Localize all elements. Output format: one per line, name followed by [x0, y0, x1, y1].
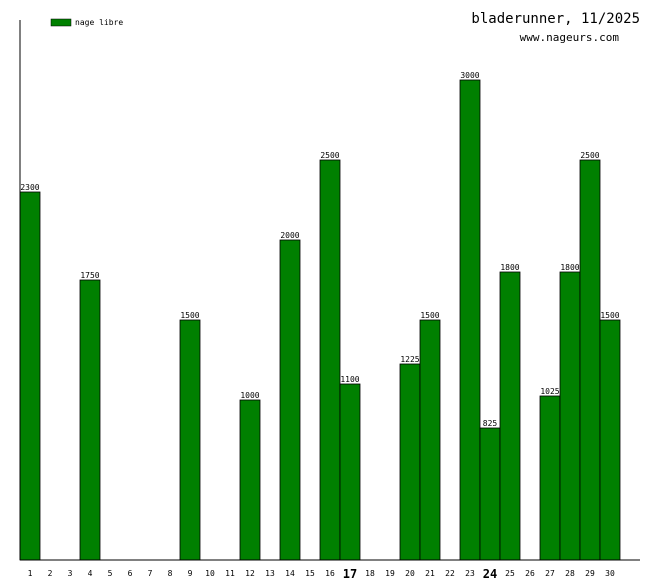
x-tick-label-25: 25	[505, 569, 515, 578]
legend-swatch	[50, 18, 72, 27]
value-label-day-27: 1025	[540, 387, 559, 396]
x-tick-label-6: 6	[128, 569, 133, 578]
value-label-day-28: 1800	[560, 263, 579, 272]
site-url: www.nageurs.com	[520, 31, 620, 44]
value-label-day-16: 2500	[320, 151, 339, 160]
value-label-day-4: 1750	[80, 271, 99, 280]
bar-day-20	[399, 363, 421, 561]
x-tick-label-22: 22	[445, 569, 455, 578]
bars-group	[19, 79, 621, 561]
bar-day-25	[499, 271, 521, 561]
x-tick-label-16: 16	[325, 569, 335, 578]
value-label-day-20: 1225	[400, 355, 419, 364]
x-tick-labels-group: 1 2 3 4 5 6 7 8 9 10 11 12 13 14 15 16 17 18 19 20 21 22 23 24 2…	[28, 567, 615, 580]
bar-day-14	[279, 239, 301, 561]
x-tick-label-12: 12	[245, 569, 255, 578]
bar-day-1	[19, 191, 41, 561]
value-label-day-29: 2500	[580, 151, 599, 160]
bar-day-30	[599, 319, 621, 561]
bar-day-24	[479, 427, 501, 561]
bar-day-4	[79, 279, 101, 561]
x-tick-label-27: 27	[545, 569, 555, 578]
x-tick-label-20: 20	[405, 569, 415, 578]
value-label-day-24: 825	[483, 419, 498, 428]
x-tick-label-23: 23	[465, 569, 475, 578]
x-tick-label-3: 3	[68, 569, 73, 578]
x-tick-label-17: 17	[343, 567, 357, 580]
chart-title: bladerunner, 11/2025	[471, 11, 640, 27]
x-tick-label-18: 18	[365, 569, 375, 578]
value-label-day-23: 3000	[460, 71, 479, 80]
value-label-day-30: 1500	[600, 311, 619, 320]
value-label-day-9: 1500	[180, 311, 199, 320]
x-tick-label-15: 15	[305, 569, 315, 578]
x-tick-label-5: 5	[108, 569, 113, 578]
bar-day-28	[559, 271, 581, 561]
x-tick-label-29: 29	[585, 569, 595, 578]
value-label-day-21: 1500	[420, 311, 439, 320]
x-tick-label-21: 21	[425, 569, 435, 578]
bar-day-29	[579, 159, 601, 561]
bar-day-27	[539, 395, 561, 561]
x-tick-label-4: 4	[88, 569, 93, 578]
bar-day-9	[179, 319, 201, 561]
value-labels-group: 2300 1750 1500 1000 2000 2500 1100 1225 1500 3000…	[20, 71, 619, 428]
legend: nage libre	[50, 18, 123, 27]
value-label-day-25: 1800	[500, 263, 519, 272]
value-label-day-17: 1100	[340, 375, 359, 384]
bar-day-23	[459, 79, 481, 561]
x-tick-label-1: 1	[28, 569, 33, 578]
x-tick-label-9: 9	[188, 569, 193, 578]
x-tick-label-11: 11	[225, 569, 235, 578]
x-tick-label-8: 8	[168, 569, 173, 578]
x-tick-label-19: 19	[385, 569, 395, 578]
value-label-day-1: 2300	[20, 183, 39, 192]
bar-day-12	[239, 399, 261, 561]
x-tick-label-28: 28	[565, 569, 575, 578]
bar-day-16	[319, 159, 341, 561]
x-tick-label-26: 26	[525, 569, 535, 578]
bar-day-21	[419, 319, 441, 561]
value-label-day-12: 1000	[240, 391, 259, 400]
bar-day-17	[339, 383, 361, 561]
x-tick-label-7: 7	[148, 569, 153, 578]
x-tick-label-14: 14	[285, 569, 295, 578]
value-label-day-14: 2000	[280, 231, 299, 240]
x-tick-label-13: 13	[265, 569, 275, 578]
legend-label: nage libre	[75, 18, 123, 27]
x-tick-label-24: 24	[483, 567, 497, 580]
x-tick-label-2: 2	[48, 569, 53, 578]
x-tick-label-30: 30	[605, 569, 615, 578]
x-tick-label-10: 10	[205, 569, 215, 578]
